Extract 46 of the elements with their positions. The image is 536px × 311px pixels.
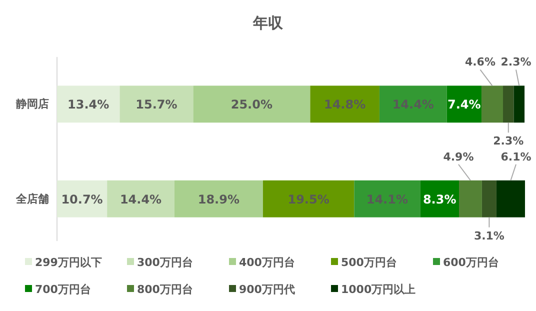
- bar: [459, 180, 482, 218]
- legend-label: 299万円以下: [35, 256, 102, 269]
- data-label: 19.5%: [288, 192, 330, 206]
- data-label: 2.3%: [500, 56, 532, 69]
- chart-title: 年収: [252, 14, 284, 32]
- bar: [379, 86, 447, 123]
- bar: [107, 180, 174, 218]
- data-label: 14.4%: [392, 98, 434, 112]
- data-label: 6.1%: [500, 150, 532, 164]
- legend-label: 500万円台: [341, 256, 397, 269]
- bar: [57, 86, 120, 123]
- bar: [120, 86, 194, 123]
- bar: [57, 180, 108, 218]
- data-label: 2.3%: [493, 134, 524, 148]
- data-label: 14.8%: [324, 98, 366, 112]
- data-label: 25.0%: [230, 98, 273, 112]
- legend-label: 400万円台: [239, 256, 295, 269]
- data-label: 14.4%: [120, 192, 162, 206]
- legend-label: 900万円代: [239, 283, 295, 296]
- y-tick-label: 静岡店: [15, 98, 49, 111]
- data-label: 13.4%: [68, 98, 110, 112]
- bar: [310, 86, 380, 123]
- bar: [174, 180, 263, 218]
- data-label: 10.7%: [61, 192, 103, 206]
- data-label: 3.1%: [474, 229, 504, 242]
- data-label: 4.9%: [443, 150, 474, 164]
- bar: [496, 180, 525, 218]
- data-label: 15.7%: [136, 98, 178, 112]
- data-label: 14.1%: [366, 192, 408, 206]
- y-tick-label: 全店舗: [15, 192, 49, 206]
- legend-label: 700万円台: [35, 283, 91, 296]
- data-label: 4.6%: [464, 56, 496, 69]
- bar: [514, 86, 525, 123]
- bar: [262, 180, 354, 218]
- legend-label: 800万円台: [137, 283, 193, 296]
- legend-label: 300万円台: [137, 256, 193, 269]
- bar: [193, 86, 310, 123]
- bar: [503, 86, 514, 123]
- legend-label: 600万円台: [443, 256, 499, 269]
- legend-label: 1000万円以上: [341, 283, 416, 296]
- bar: [354, 180, 420, 218]
- bar: [482, 180, 496, 218]
- data-label: 7.4%: [448, 98, 481, 112]
- data-label: 8.3%: [422, 192, 456, 206]
- bar: [481, 86, 504, 123]
- data-label: 18.9%: [198, 192, 240, 206]
